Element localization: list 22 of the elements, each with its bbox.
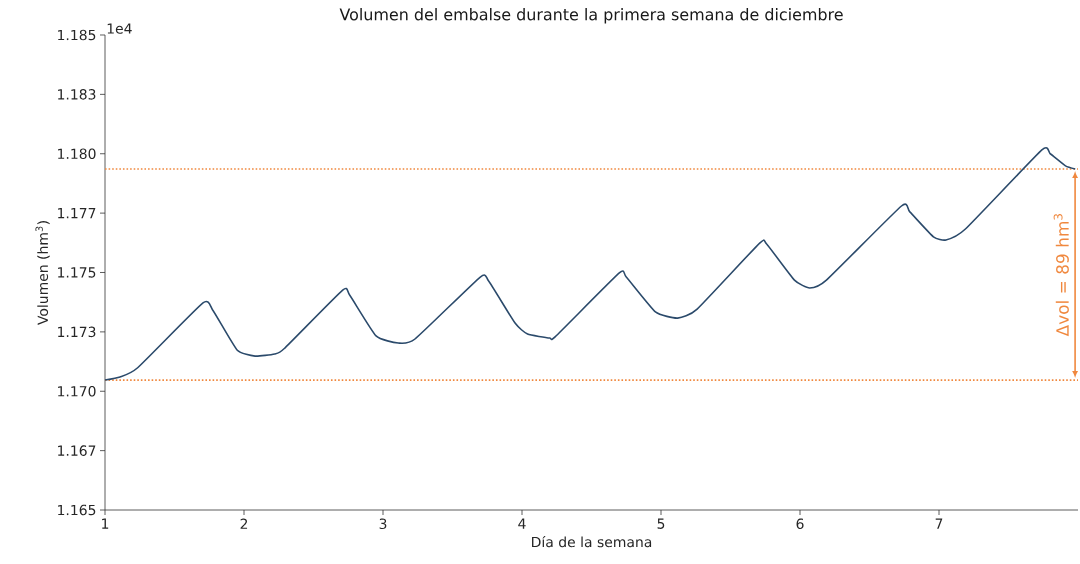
- line-series: [104, 149, 1077, 381]
- y-tick-label: 1.183: [58, 89, 96, 100]
- y-tick-label: 1.170: [58, 385, 96, 397]
- x-tick-label: 3: [379, 518, 387, 530]
- y-tick-label: 1.173: [58, 326, 96, 338]
- x-tick-label: 7: [935, 518, 943, 529]
- y-tick-label: 1.185: [58, 29, 96, 41]
- y-tick-label: 1.180: [58, 148, 96, 160]
- chart-title: Volumen del embalse durante la primera semana de diciembre: [339, 8, 843, 24]
- y-tick-label: 1.167: [58, 445, 96, 456]
- x-axis-title: Día de la semana: [532, 535, 652, 548]
- y-tick-label: 1.175: [58, 267, 96, 278]
- x-tick-label: 1: [102, 518, 109, 529]
- y-axis-title: Volumen (hm$^{3}$): [35, 221, 50, 325]
- x-tick-label: 5: [657, 518, 665, 529]
- x-tick-label: 4: [518, 518, 526, 529]
- text: 1e4: [107, 23, 132, 34]
- y-tick-label: 1.165: [58, 504, 96, 516]
- x-tick-label: 6: [796, 518, 804, 530]
- y-tick-label: 1.177: [58, 208, 96, 219]
- x-tick-label: 2: [240, 518, 248, 529]
- annotation: Δvol = 89 hm$^{3}$: [1053, 214, 1069, 337]
